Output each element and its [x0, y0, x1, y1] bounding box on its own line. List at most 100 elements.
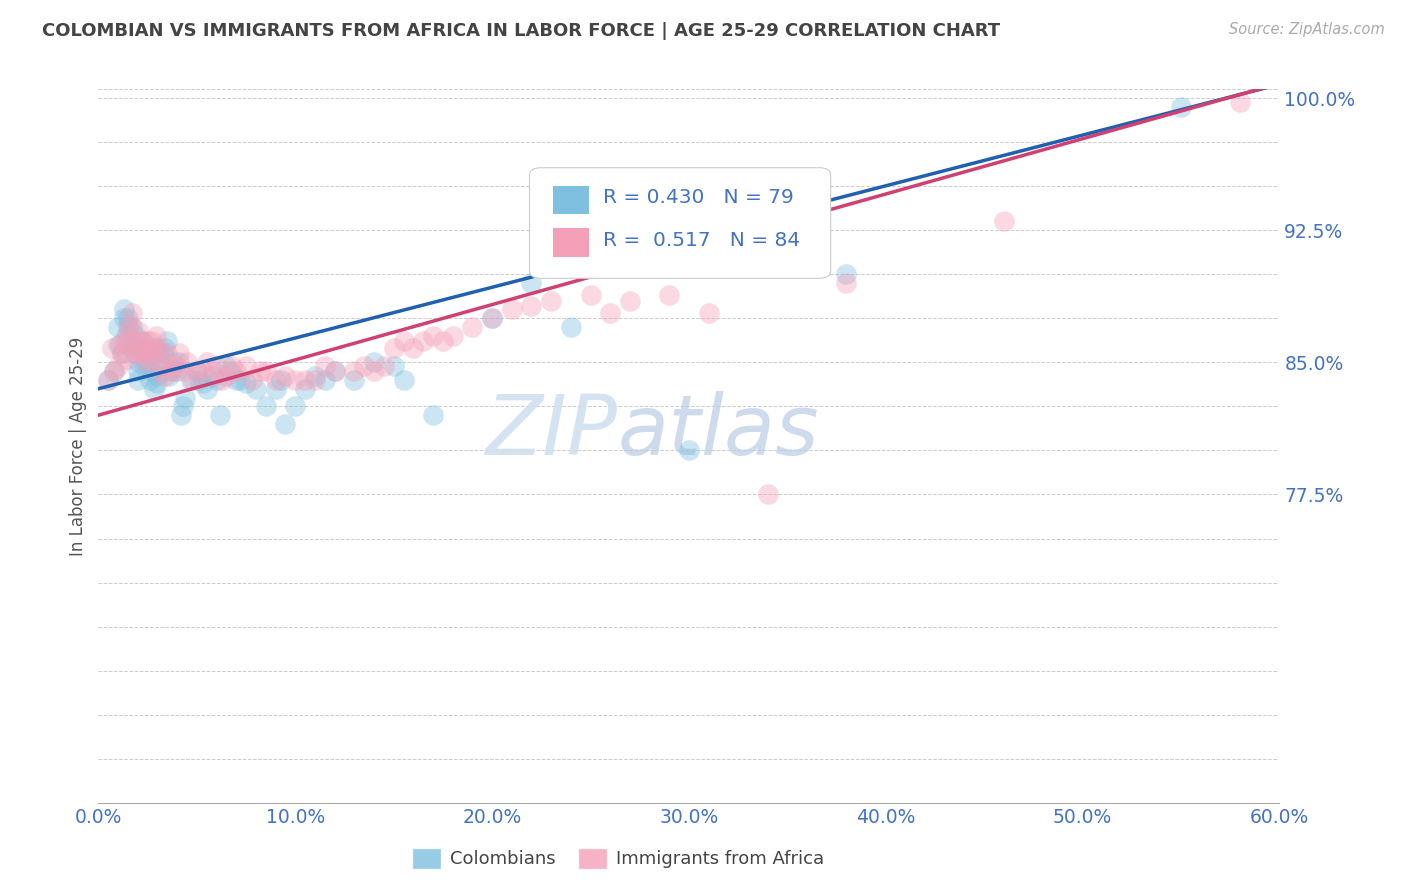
Point: [264, 382, 287, 396]
Point: [245, 382, 267, 396]
Point: [166, 364, 188, 378]
Point: [402, 341, 425, 355]
Point: [186, 364, 208, 378]
Point: [150, 359, 173, 373]
Point: [343, 373, 366, 387]
Point: [145, 341, 167, 355]
Point: [294, 373, 316, 387]
Point: [127, 373, 149, 387]
Point: [219, 364, 242, 378]
Point: [103, 364, 125, 378]
Point: [422, 408, 444, 422]
Point: [107, 320, 129, 334]
Point: [131, 346, 153, 360]
Point: [138, 351, 160, 366]
Point: [135, 355, 157, 369]
Point: [142, 351, 165, 366]
Point: [993, 214, 1015, 228]
Point: [121, 306, 143, 320]
Point: [235, 376, 257, 391]
Point: [107, 359, 129, 373]
Text: R =  0.517   N = 84: R = 0.517 N = 84: [603, 231, 800, 250]
Point: [422, 329, 444, 343]
Point: [221, 359, 243, 373]
Point: [225, 364, 247, 378]
Point: [274, 369, 297, 384]
Point: [209, 408, 232, 422]
Point: [461, 320, 484, 334]
Point: [125, 329, 148, 343]
Point: [127, 324, 149, 338]
Point: [115, 329, 138, 343]
Point: [146, 346, 169, 360]
Text: R = 0.430   N = 79: R = 0.430 N = 79: [603, 188, 793, 207]
Point: [107, 337, 129, 351]
Point: [141, 334, 163, 348]
Point: [314, 373, 336, 387]
Point: [108, 337, 131, 351]
Point: [111, 346, 134, 360]
Point: [373, 359, 395, 373]
Point: [142, 382, 165, 396]
Point: [180, 373, 202, 387]
Point: [211, 373, 233, 387]
Point: [135, 355, 157, 369]
Point: [225, 373, 247, 387]
Point: [274, 417, 297, 431]
Point: [172, 364, 194, 378]
Point: [363, 355, 385, 369]
Point: [152, 359, 174, 373]
Point: [481, 311, 503, 326]
Point: [111, 346, 134, 360]
Point: [122, 337, 145, 351]
Point: [127, 355, 149, 369]
Point: [167, 346, 190, 360]
Point: [176, 355, 198, 369]
Point: [150, 364, 173, 378]
Point: [215, 359, 238, 373]
Point: [294, 382, 316, 396]
Point: [756, 487, 779, 501]
Point: [323, 364, 346, 378]
Point: [284, 400, 307, 414]
Bar: [553, 228, 589, 257]
Point: [172, 400, 194, 414]
Text: ZIP: ZIP: [486, 392, 619, 472]
Point: [1170, 100, 1192, 114]
Point: [835, 267, 858, 281]
Point: [201, 369, 224, 384]
Bar: [553, 186, 589, 214]
Point: [481, 311, 503, 326]
Point: [145, 329, 167, 343]
Point: [117, 320, 139, 334]
Point: [599, 306, 621, 320]
Point: [304, 373, 326, 387]
Point: [235, 359, 257, 373]
Point: [382, 341, 405, 355]
Point: [128, 341, 150, 355]
Point: [136, 346, 159, 360]
Point: [156, 346, 179, 360]
Point: [117, 311, 139, 326]
Point: [270, 373, 292, 387]
Point: [205, 359, 228, 373]
Point: [156, 334, 179, 348]
Point: [112, 311, 135, 326]
Point: [284, 373, 307, 387]
Point: [264, 373, 287, 387]
Point: [121, 320, 143, 334]
Point: [142, 341, 165, 355]
Point: [146, 369, 169, 384]
Point: [579, 288, 602, 302]
Point: [540, 293, 562, 308]
Point: [112, 334, 135, 348]
Point: [304, 369, 326, 384]
Point: [146, 376, 169, 391]
Point: [363, 364, 385, 378]
Point: [97, 373, 120, 387]
Point: [392, 373, 415, 387]
Point: [127, 346, 149, 360]
Point: [205, 373, 228, 387]
Point: [131, 334, 153, 348]
Point: [155, 341, 177, 355]
